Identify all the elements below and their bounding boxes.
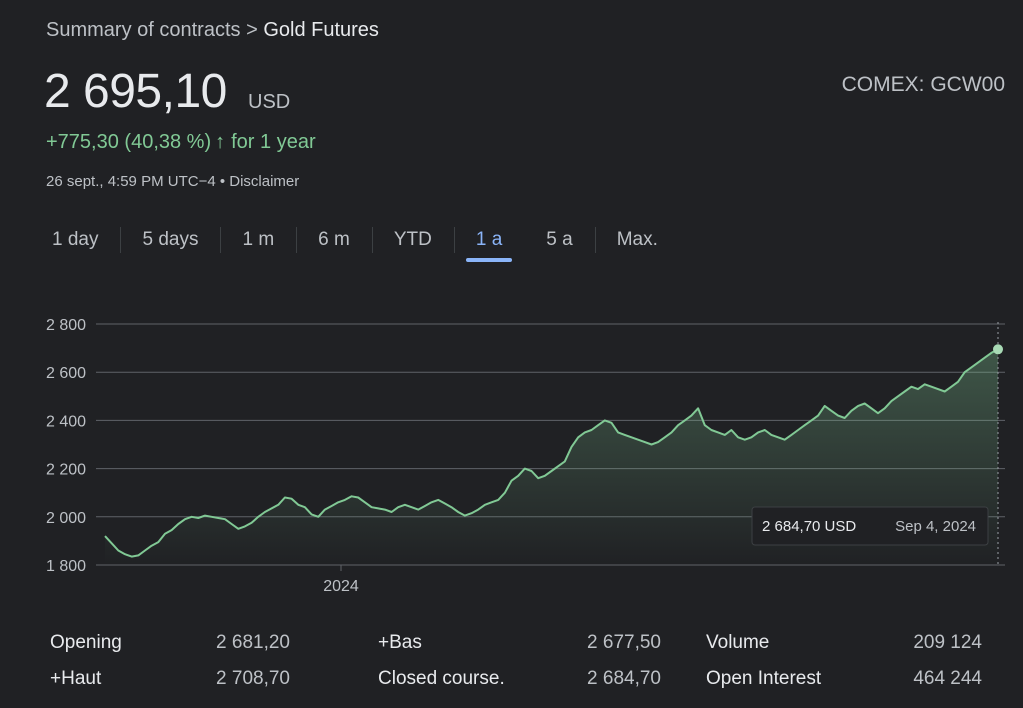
change-period: for 1 year <box>231 131 316 153</box>
stat-value-close: 2 684,70 <box>587 668 661 689</box>
tab-5-years[interactable]: 5 a <box>546 229 573 250</box>
stat-value-high: 2 708,70 <box>216 668 290 689</box>
breadcrumb-current: Gold Futures <box>263 19 379 41</box>
tab-max[interactable]: Max. <box>594 222 680 258</box>
tab-6-months[interactable]: 6 m <box>296 222 372 258</box>
tab-ytd[interactable]: YTD <box>371 222 454 258</box>
price-chart[interactable]: 2 800 2 600 2 400 2 200 2 000 1 800 2024 2 684,… <box>0 300 1023 600</box>
y-tick-label: 2 800 <box>46 317 86 334</box>
tab-1-month[interactable]: 1 m <box>220 222 296 258</box>
exchange-ticker: COMEX: GCW00 <box>841 73 1005 96</box>
tab-5-days[interactable]: 5 days <box>120 222 220 258</box>
stat-label-low: +Bas <box>378 632 422 653</box>
timestamp-disclaimer[interactable]: 26 sept., 4:59 PM UTC−4 • Disclaimer <box>46 173 300 190</box>
tooltip-box <box>751 506 989 546</box>
y-tick-label: 2 000 <box>46 510 86 527</box>
breadcrumb: Summary of contracts > Gold Futures <box>46 19 379 42</box>
tooltip-value: 2 684,70 USD <box>762 518 856 535</box>
tab-1-year[interactable]: 1 a <box>453 222 524 262</box>
stat-value-opening: 2 681,20 <box>216 632 290 653</box>
price-change: +775,30 (40,38 %) ↑ for 1 year <box>46 131 316 154</box>
stat-value-volume: 209 124 <box>913 632 982 653</box>
stat-label-close: Closed course. <box>378 668 505 689</box>
breadcrumb-parent[interactable]: Summary of contracts <box>46 19 241 41</box>
stat-label-high: +Haut <box>50 668 102 689</box>
y-tick-label: 1 800 <box>46 558 86 575</box>
arrow-up-icon: ↑ <box>215 131 226 153</box>
breadcrumb-separator: > <box>246 19 258 41</box>
tooltip-date: Sep 4, 2024 <box>895 518 976 535</box>
stat-value-low: 2 677,50 <box>587 632 661 653</box>
stat-label-opening: Opening <box>50 632 122 653</box>
price-value: 2 695,10 <box>44 65 227 118</box>
currency-label: USD <box>248 91 291 113</box>
x-tick-label: 2024 <box>323 578 359 595</box>
stat-label-open-interest: Open Interest <box>706 668 822 689</box>
series-line <box>104 348 999 558</box>
chart-tooltip: 2 684,70 USD Sep 4, 2024 <box>751 506 989 546</box>
range-tabs: 1 day 5 days 1 m 6 m YTD 1 a 5 a Max. <box>30 222 680 262</box>
hover-point <box>993 344 1003 355</box>
tab-1-day[interactable]: 1 day <box>52 229 99 250</box>
stat-label-volume: Volume <box>706 632 770 653</box>
y-tick-label: 2 400 <box>46 413 86 430</box>
stat-value-open-interest: 464 244 <box>913 668 982 689</box>
y-tick-label: 2 600 <box>46 365 86 382</box>
change-value: +775,30 (40,38 %) <box>46 131 212 153</box>
y-tick-label: 2 200 <box>46 462 86 479</box>
